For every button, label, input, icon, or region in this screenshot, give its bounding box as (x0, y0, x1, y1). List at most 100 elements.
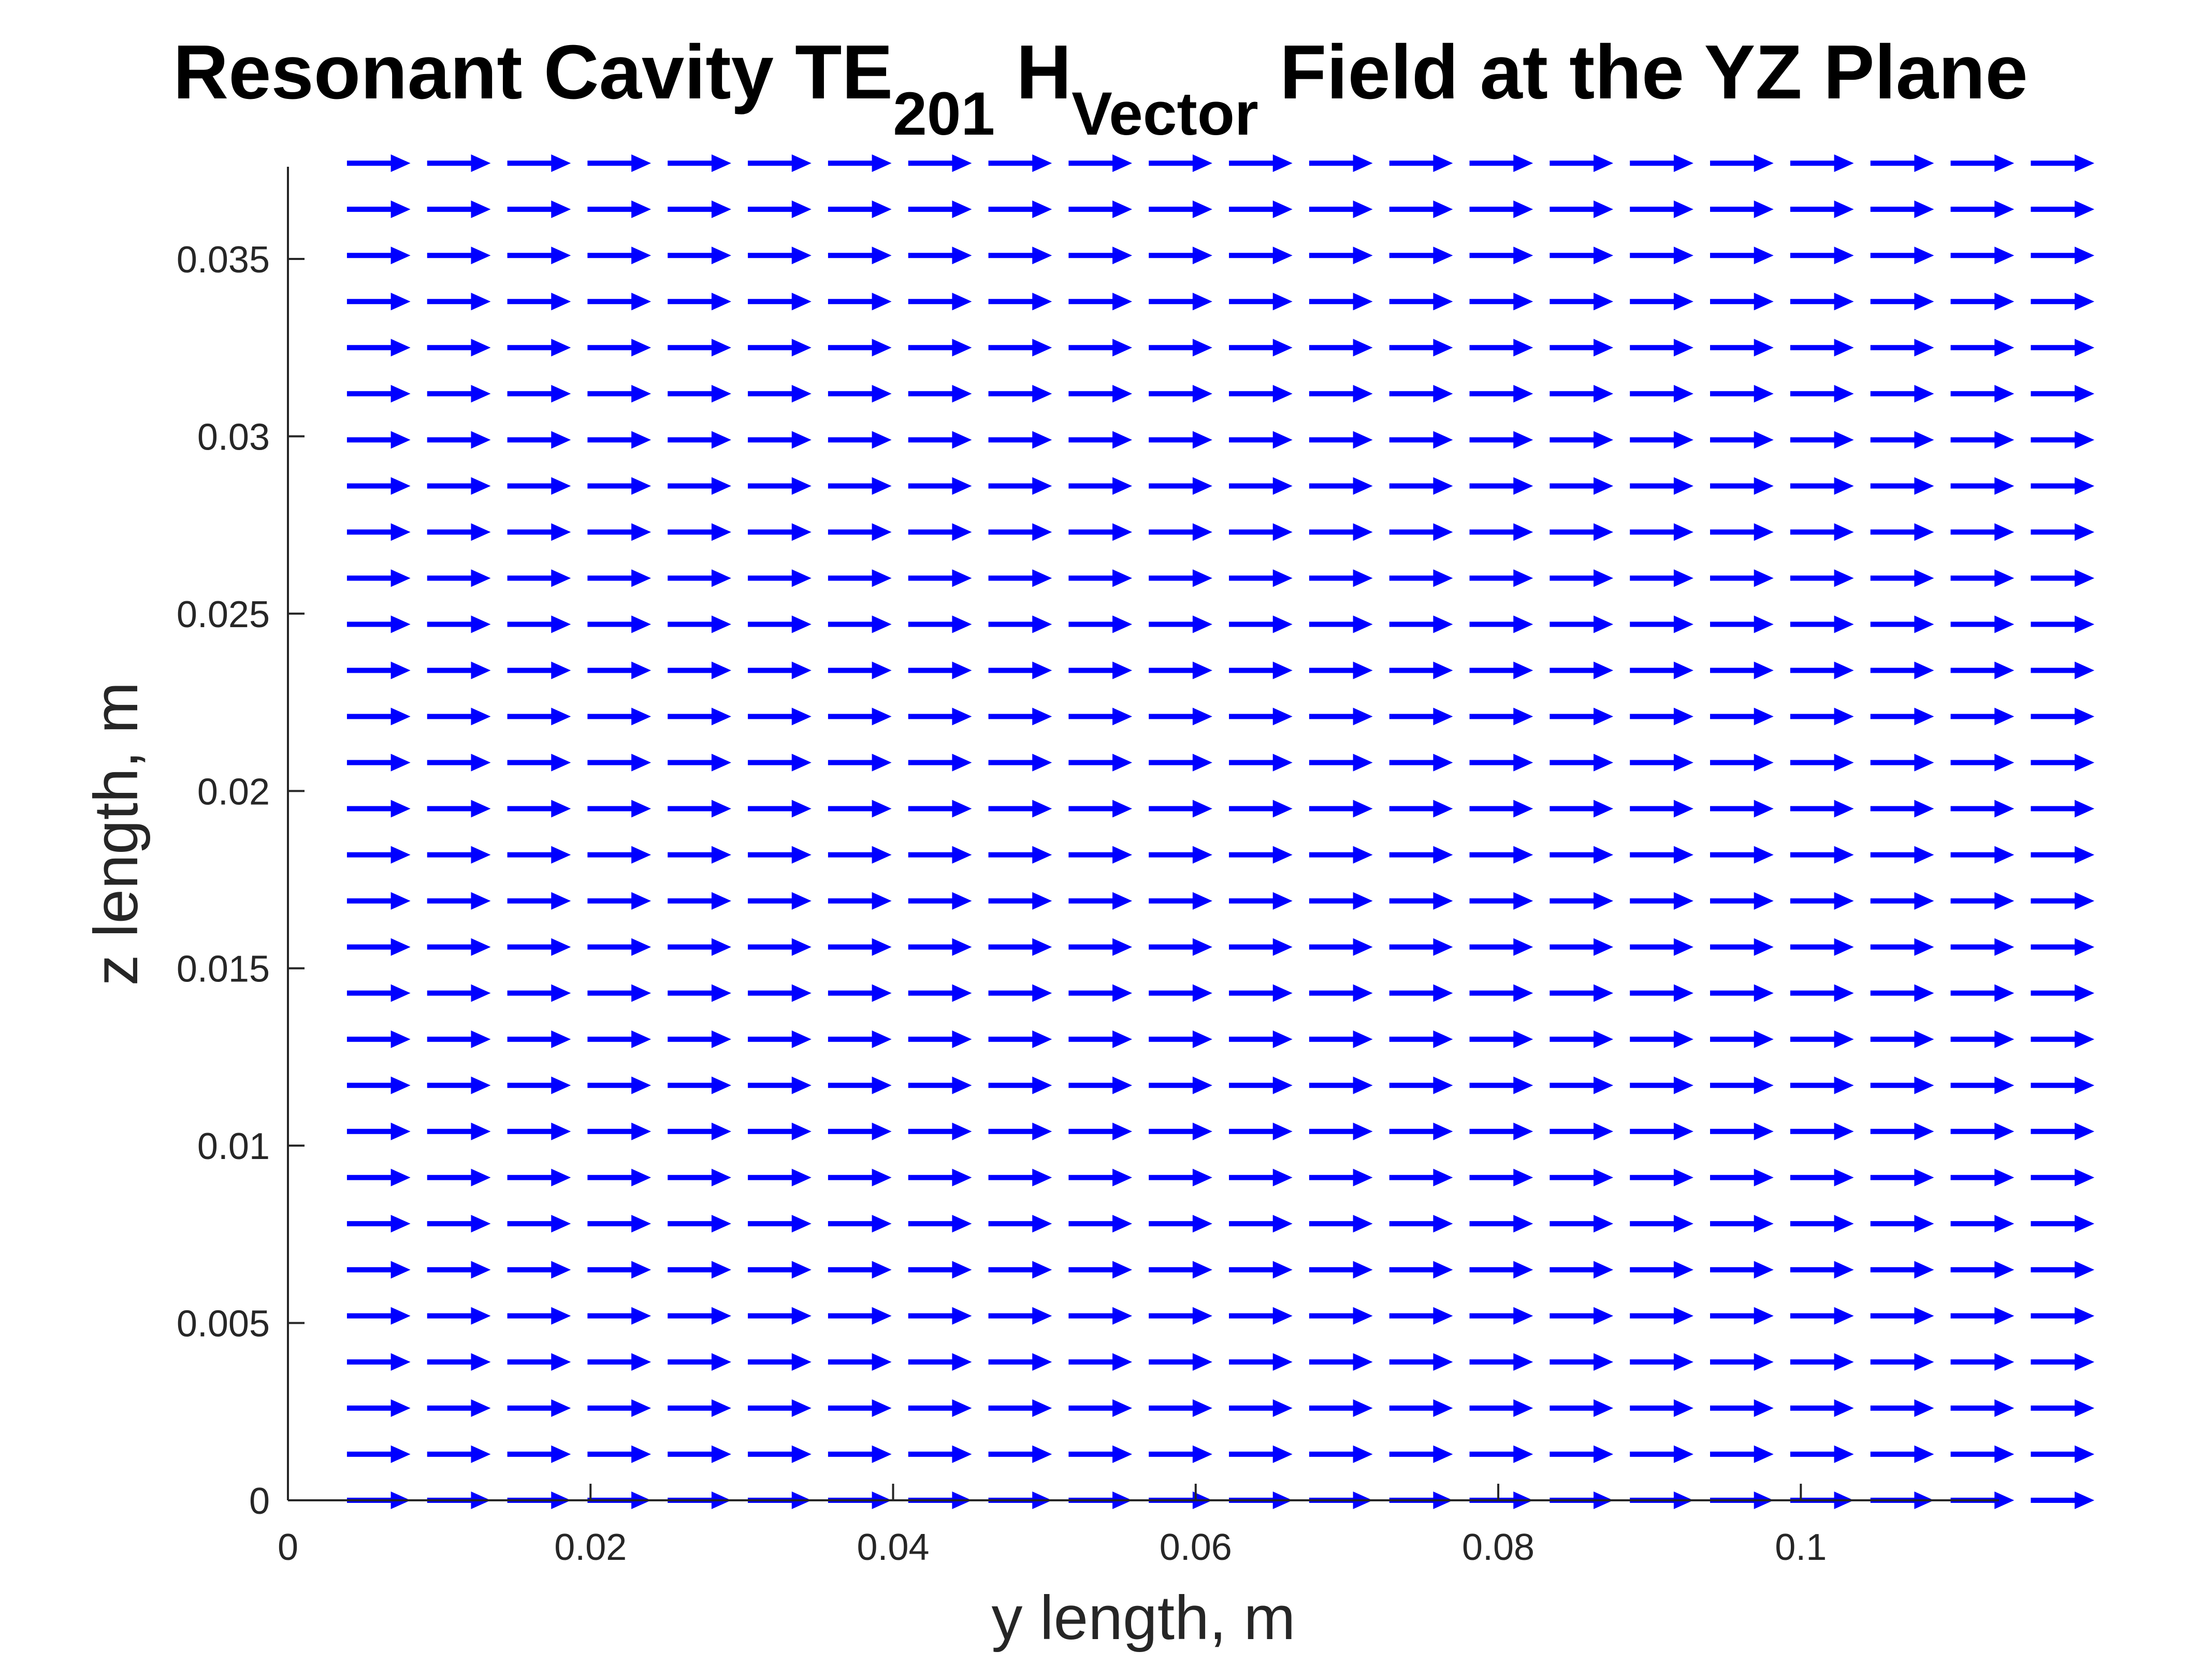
field-arrow (1149, 846, 1212, 864)
field-arrow (1149, 984, 1212, 1002)
field-arrow (1710, 615, 1774, 633)
field-arrow (1550, 754, 1614, 772)
field-arrow (1068, 477, 1133, 495)
field-arrow (1710, 892, 1774, 910)
y-tick-label: 0.01 (197, 1126, 270, 1167)
field-arrow (1149, 615, 1212, 633)
field-arrow (1870, 938, 1934, 956)
field-arrow (1550, 1445, 1614, 1463)
field-arrow (1550, 154, 1614, 172)
field-arrow (1229, 938, 1293, 956)
field-arrow (748, 293, 812, 311)
field-arrow (2031, 431, 2095, 449)
field-arrow (1309, 1307, 1373, 1325)
field-arrow (668, 1122, 731, 1140)
field-arrow (828, 523, 892, 541)
field-arrow (1469, 339, 1533, 357)
field-arrow (1229, 431, 1293, 449)
field-arrow (1550, 293, 1614, 311)
field-arrow (346, 293, 411, 311)
field-arrow (1389, 984, 1453, 1002)
field-arrow (668, 1353, 731, 1371)
field-arrow (668, 247, 731, 265)
field-arrow (1469, 1445, 1533, 1463)
field-arrow (346, 1353, 411, 1371)
field-arrow (507, 569, 571, 587)
field-arrow (1469, 800, 1533, 818)
field-arrow (1149, 1399, 1212, 1417)
field-arrow (988, 1030, 1052, 1048)
field-arrow (748, 661, 812, 679)
field-arrow (1229, 615, 1293, 633)
field-arrow (1149, 154, 1212, 172)
field-arrow (1389, 385, 1453, 403)
field-arrow (988, 523, 1052, 541)
field-arrow (748, 1168, 812, 1186)
field-arrow (1950, 154, 2015, 172)
field-arrow (1229, 247, 1293, 265)
field-arrow (1068, 1353, 1133, 1371)
field-arrow (1870, 892, 1934, 910)
field-arrow (908, 800, 972, 818)
field-arrow (988, 707, 1052, 726)
field-arrow (1309, 846, 1373, 864)
field-arrow (1149, 1307, 1212, 1325)
field-arrow (908, 754, 972, 772)
field-arrow (1469, 1076, 1533, 1094)
field-arrow (748, 339, 812, 357)
field-arrow (908, 1445, 972, 1463)
field-arrow (748, 892, 812, 910)
field-arrow (988, 293, 1052, 311)
field-arrow (346, 1261, 411, 1279)
field-arrow (748, 1076, 812, 1094)
field-arrow (1630, 431, 1693, 449)
field-arrow (427, 1307, 491, 1325)
field-arrow (1790, 523, 1854, 541)
field-arrow (507, 754, 571, 772)
field-arrow (668, 754, 731, 772)
field-arrow (1229, 154, 1293, 172)
field-arrow (828, 800, 892, 818)
title-suffix: Field at the YZ Plane (1258, 30, 2028, 115)
field-arrow (587, 984, 651, 1002)
field-arrow (1550, 1399, 1614, 1417)
field-arrow (668, 1261, 731, 1279)
field-arrow (507, 938, 571, 956)
field-arrow (1870, 569, 1934, 587)
field-arrow (1229, 661, 1293, 679)
field-arrow (1068, 1445, 1133, 1463)
field-arrow (1790, 431, 1854, 449)
field-arrow (1309, 1399, 1373, 1417)
field-arrow (587, 1261, 651, 1279)
field-arrow (587, 707, 651, 726)
field-arrow (1068, 569, 1133, 587)
field-arrow (346, 477, 411, 495)
field-arrow (1950, 385, 2015, 403)
field-arrow (1389, 1445, 1453, 1463)
field-arrow (1870, 154, 1934, 172)
field-arrow (1149, 892, 1212, 910)
field-arrow (1710, 661, 1774, 679)
field-arrow (1229, 1261, 1293, 1279)
field-arrow (427, 1076, 491, 1094)
field-arrow (1630, 1122, 1693, 1140)
field-arrow (748, 754, 812, 772)
field-arrow (1389, 1307, 1453, 1325)
field-arrow (1790, 892, 1854, 910)
field-arrow (908, 523, 972, 541)
field-arrow (1630, 1214, 1693, 1233)
field-arrow (507, 846, 571, 864)
field-arrow (2031, 707, 2095, 726)
field-arrow (748, 569, 812, 587)
field-arrow (1149, 1353, 1212, 1371)
field-arrow (1229, 385, 1293, 403)
field-arrow (1550, 800, 1614, 818)
y-tick-label: 0.03 (197, 416, 270, 458)
field-arrow (427, 569, 491, 587)
field-arrow (346, 523, 411, 541)
field-arrow (427, 1122, 491, 1140)
field-arrow (346, 154, 411, 172)
field-arrow (908, 1399, 972, 1417)
field-arrow (1550, 1307, 1614, 1325)
field-arrow (346, 1307, 411, 1325)
